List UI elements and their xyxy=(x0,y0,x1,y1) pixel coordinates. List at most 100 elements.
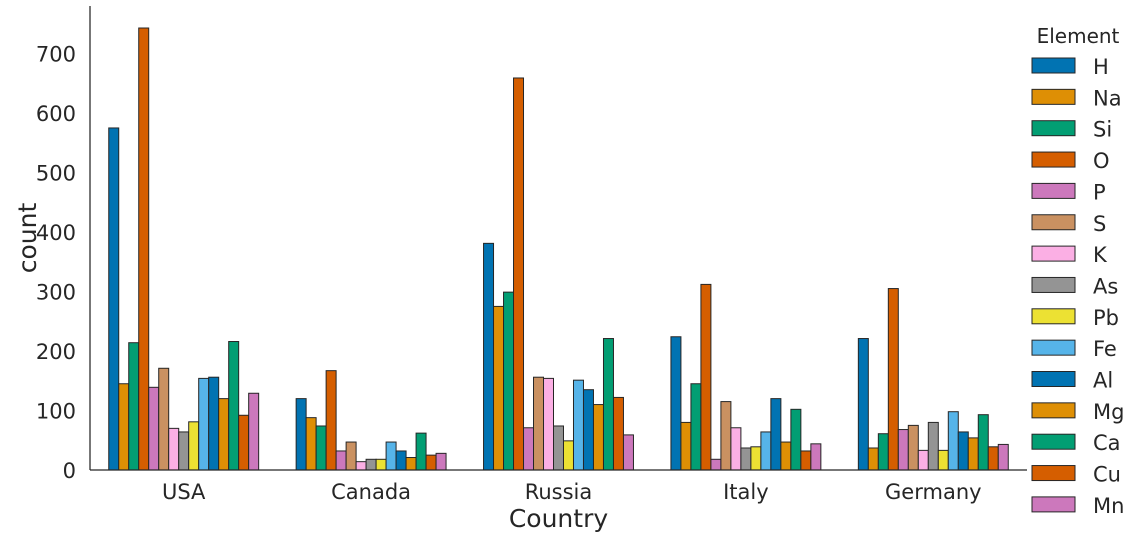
y-tick-label: 300 xyxy=(36,281,76,305)
y-axis-title: count xyxy=(13,203,42,274)
bar-germany-cu xyxy=(987,446,999,471)
legend-label-p: P xyxy=(1093,180,1106,204)
legend-label-o: O xyxy=(1093,149,1110,173)
bar-usa-ca xyxy=(228,341,240,471)
bar-canada-p xyxy=(335,450,347,471)
legend-swatch-mn xyxy=(1031,496,1076,513)
bar-canada-s xyxy=(345,441,357,471)
bars-group xyxy=(108,27,1009,471)
legend-label-si: Si xyxy=(1093,118,1112,142)
legend-swatch-s xyxy=(1031,214,1076,231)
legend-label-mg: Mg xyxy=(1093,400,1124,424)
legend-swatch-fe xyxy=(1031,339,1076,356)
y-tick-label: 100 xyxy=(36,400,76,424)
bar-italy-al xyxy=(770,398,782,471)
legend-swatch-as xyxy=(1031,276,1076,293)
y-tick-label: 200 xyxy=(36,340,76,364)
legend-label-fe: Fe xyxy=(1093,337,1117,361)
x-tick-label: Germany xyxy=(885,480,982,504)
bar-canada-fe xyxy=(385,441,397,471)
bar-canada-h xyxy=(295,398,307,471)
bar-usa-mg xyxy=(218,398,230,471)
bar-germany-na xyxy=(867,447,879,471)
bar-russia-ca xyxy=(602,338,614,471)
bar-italy-na xyxy=(680,421,692,471)
legend-label-pb: Pb xyxy=(1093,306,1119,330)
x-tick-label: Canada xyxy=(331,480,411,504)
bar-germany-mg xyxy=(967,437,979,471)
x-tick-label: Russia xyxy=(525,480,593,504)
bar-usa-al xyxy=(208,376,220,471)
legend-title: Element xyxy=(1037,24,1120,48)
bar-canada-si xyxy=(315,425,327,471)
bar-canada-ca xyxy=(415,432,427,471)
bar-usa-cu xyxy=(238,414,250,471)
bar-italy-as xyxy=(740,447,752,471)
y-tick-label: 500 xyxy=(36,162,76,186)
bar-usa-as xyxy=(178,431,190,471)
bar-usa-o xyxy=(138,27,150,471)
bar-russia-mn xyxy=(622,434,634,471)
bar-usa-p xyxy=(148,386,160,471)
bar-russia-s xyxy=(533,376,545,471)
bar-canada-as xyxy=(365,458,377,471)
bar-canada-cu xyxy=(425,454,437,471)
bar-italy-cu xyxy=(800,450,812,471)
bar-germany-k xyxy=(917,449,929,471)
y-tick-label: 400 xyxy=(36,221,76,245)
bar-germany-h xyxy=(857,338,869,471)
legend-label-mn: Mn xyxy=(1093,494,1124,518)
bar-usa-fe xyxy=(198,377,210,471)
bar-usa-pb xyxy=(188,421,200,471)
bar-germany-mn xyxy=(997,443,1009,471)
legend-label-as: As xyxy=(1093,274,1118,298)
bar-italy-k xyxy=(730,427,742,471)
bar-russia-si xyxy=(503,291,515,471)
bar-canada-o xyxy=(325,370,337,471)
bar-russia-al xyxy=(582,389,594,471)
bar-russia-cu xyxy=(612,396,624,471)
y-axis-ticks: 0 100 200 300 400 500 600 700 xyxy=(36,43,76,483)
legend-swatch-al xyxy=(1031,371,1076,387)
bar-italy-mn xyxy=(810,443,822,471)
legend-swatch-h xyxy=(1031,57,1076,74)
bar-italy-h xyxy=(670,336,682,471)
bar-usa-s xyxy=(158,367,170,471)
bar-canada-k xyxy=(355,461,367,471)
bar-germany-al xyxy=(957,431,969,471)
legend-swatch-mg xyxy=(1031,402,1076,419)
legend-label-s: S xyxy=(1093,212,1106,236)
bar-germany-si xyxy=(877,433,889,471)
bar-canada-mg xyxy=(405,457,417,471)
y-tick-label: 700 xyxy=(36,43,76,67)
bar-germany-fe xyxy=(947,411,959,471)
bar-usa-na xyxy=(118,383,130,471)
bar-italy-pb xyxy=(750,446,762,471)
bar-italy-o xyxy=(700,283,712,471)
bar-russia-mg xyxy=(592,404,604,471)
legend-label-cu: Cu xyxy=(1093,463,1121,487)
bar-russia-fe xyxy=(572,379,584,471)
legend-label-al: Al xyxy=(1093,369,1113,393)
bar-italy-fe xyxy=(760,431,772,471)
bar-canada-mn xyxy=(435,452,447,471)
bar-germany-p xyxy=(897,429,909,471)
x-axis-ticks: USA Canada Russia Italy Germany xyxy=(162,480,982,504)
bar-canada-pb xyxy=(375,458,387,471)
bar-italy-si xyxy=(690,383,702,471)
bar-russia-as xyxy=(553,425,564,471)
bar-russia-na xyxy=(493,305,505,471)
legend-label-na: Na xyxy=(1093,86,1122,110)
legend-swatch-o xyxy=(1031,151,1076,168)
legend-label-k: K xyxy=(1093,243,1108,267)
bar-canada-na xyxy=(305,417,317,471)
bar-germany-ca xyxy=(977,414,989,471)
legend-swatch-si xyxy=(1031,120,1076,137)
bar-germany-s xyxy=(907,424,919,471)
bar-germany-pb xyxy=(937,449,949,471)
legend-swatch-pb xyxy=(1031,308,1076,325)
bar-usa-mn xyxy=(248,392,260,471)
